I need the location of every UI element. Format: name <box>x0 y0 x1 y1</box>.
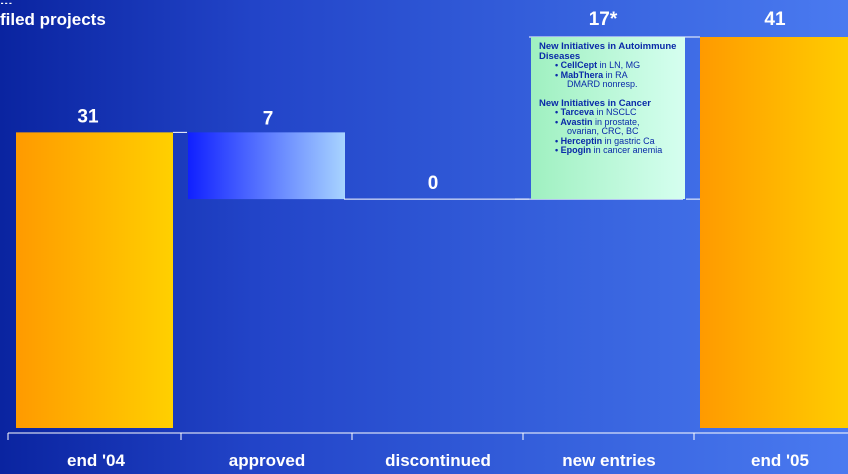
cancer-item-2-name: • Herceptin <box>555 135 603 146</box>
title-fragment: ... <box>0 0 60 4</box>
cancer-item-1-text: in prostate, <box>592 116 640 127</box>
cancer-item-2-text: in gastric Ca <box>602 135 655 146</box>
cancer-item-1-continuation: ovarian, CRC, BC <box>567 126 639 136</box>
cancer-item-1: • Avastin in prostate, <box>539 116 681 128</box>
cancer-item-1-name: • Avastin <box>555 116 593 127</box>
autoimmune-item-1-text: in RA <box>603 69 628 80</box>
autoimmune-item-1: • MabThera in RA <box>539 69 681 81</box>
note-heading-cancer: New Initiatives in Cancer <box>539 97 651 109</box>
bar-1 <box>188 132 345 200</box>
autoimmune-item-1-name: • MabThera <box>555 69 604 80</box>
cancer-item-3: • Epogin in cancer anemia <box>539 145 681 156</box>
data-label-4: 41 <box>764 9 786 30</box>
bar-0 <box>16 132 173 429</box>
x-tick-label-0: end '04 <box>67 451 125 470</box>
x-tick-label-2: discontinued <box>385 451 491 470</box>
cancer-item-0-name: • Tarceva <box>555 107 595 117</box>
cancer-item-0: • Tarceva in NSCLC <box>539 107 681 118</box>
data-label-0: 31 <box>77 106 99 127</box>
autoimmune-item-0-name: • CellCept <box>555 60 598 70</box>
x-tick-label-4: end '05 <box>751 451 809 470</box>
data-label-3: 17* <box>589 9 618 30</box>
cancer-item-3-text: in cancer anemia <box>591 145 663 155</box>
x-tick-label-1: approved <box>229 451 306 470</box>
cancer-item-3-name: • Epogin <box>555 145 592 155</box>
autoimmune-item-0: • CellCept in LN, MG <box>539 60 681 71</box>
data-label-1: 7 <box>263 108 274 129</box>
autoimmune-item-0-text: in LN, MG <box>597 60 641 70</box>
cancer-item-2: • Herceptin in gastric Ca <box>539 135 681 147</box>
bar-4 <box>700 37 848 428</box>
data-label-2: 0 <box>428 173 439 194</box>
autoimmune-item-1-continuation: DMARD nonresp. <box>567 79 638 89</box>
new-entries-note: New Initiatives in Autoimmune Diseases •… <box>531 37 685 199</box>
chart-title: filed projects <box>0 10 106 29</box>
note-heading-autoimmune: New Initiatives in Autoimmune Diseases <box>539 41 677 62</box>
cancer-item-0-text: in NSCLC <box>594 107 637 117</box>
x-tick-label-3: new entries <box>562 451 656 470</box>
